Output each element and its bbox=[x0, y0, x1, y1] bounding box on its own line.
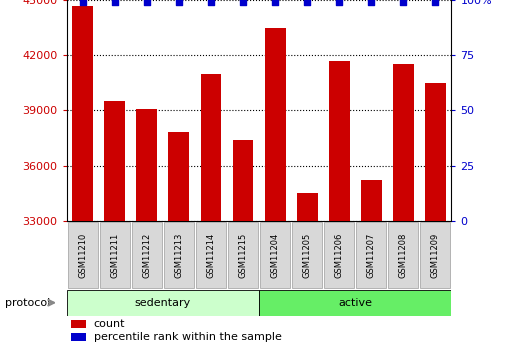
Point bbox=[303, 0, 311, 5]
Text: GSM11214: GSM11214 bbox=[206, 233, 215, 278]
Bar bbox=[292, 222, 322, 288]
Text: GSM11210: GSM11210 bbox=[78, 233, 87, 278]
Bar bbox=[132, 222, 162, 288]
Point bbox=[207, 0, 215, 5]
Text: sedentary: sedentary bbox=[135, 298, 191, 308]
Text: GSM11207: GSM11207 bbox=[367, 233, 376, 278]
Text: GSM11212: GSM11212 bbox=[142, 233, 151, 278]
Bar bbox=[324, 222, 354, 288]
Bar bbox=[196, 222, 226, 288]
Bar bbox=[259, 290, 451, 316]
Bar bbox=[100, 222, 130, 288]
Text: GSM11211: GSM11211 bbox=[110, 233, 120, 278]
Point bbox=[78, 0, 87, 5]
Bar bbox=[297, 193, 318, 345]
Bar bbox=[136, 109, 157, 345]
Bar bbox=[104, 101, 125, 345]
Text: active: active bbox=[338, 298, 372, 308]
Point bbox=[239, 0, 247, 5]
Bar bbox=[329, 61, 350, 345]
Bar bbox=[201, 73, 222, 345]
Point bbox=[143, 0, 151, 5]
Bar bbox=[70, 333, 86, 342]
Bar bbox=[388, 222, 419, 288]
Point bbox=[367, 0, 376, 5]
Text: count: count bbox=[93, 319, 125, 329]
Text: GSM11209: GSM11209 bbox=[431, 233, 440, 278]
Bar bbox=[70, 320, 86, 328]
Text: GSM11206: GSM11206 bbox=[334, 233, 344, 278]
Text: percentile rank within the sample: percentile rank within the sample bbox=[93, 332, 282, 342]
Text: GSM11213: GSM11213 bbox=[174, 233, 184, 278]
Bar bbox=[260, 222, 290, 288]
Text: GSM11204: GSM11204 bbox=[270, 233, 280, 278]
Bar bbox=[393, 65, 414, 345]
Point bbox=[399, 0, 407, 5]
Text: GSM11208: GSM11208 bbox=[399, 233, 408, 278]
Point bbox=[175, 0, 183, 5]
Bar bbox=[361, 180, 382, 345]
Text: GSM11215: GSM11215 bbox=[239, 233, 248, 278]
Bar bbox=[228, 222, 258, 288]
Point bbox=[111, 0, 119, 5]
Bar bbox=[232, 140, 253, 345]
Bar bbox=[420, 222, 450, 288]
Bar bbox=[72, 6, 93, 345]
Bar bbox=[168, 132, 189, 345]
Bar bbox=[68, 222, 98, 288]
Point bbox=[271, 0, 279, 5]
Bar bbox=[265, 28, 286, 345]
Bar bbox=[425, 83, 446, 345]
Text: GSM11205: GSM11205 bbox=[303, 233, 312, 278]
Bar bbox=[67, 290, 259, 316]
Bar bbox=[356, 222, 386, 288]
Bar bbox=[164, 222, 194, 288]
Point bbox=[335, 0, 343, 5]
Text: protocol: protocol bbox=[5, 298, 50, 308]
Point bbox=[431, 0, 440, 5]
